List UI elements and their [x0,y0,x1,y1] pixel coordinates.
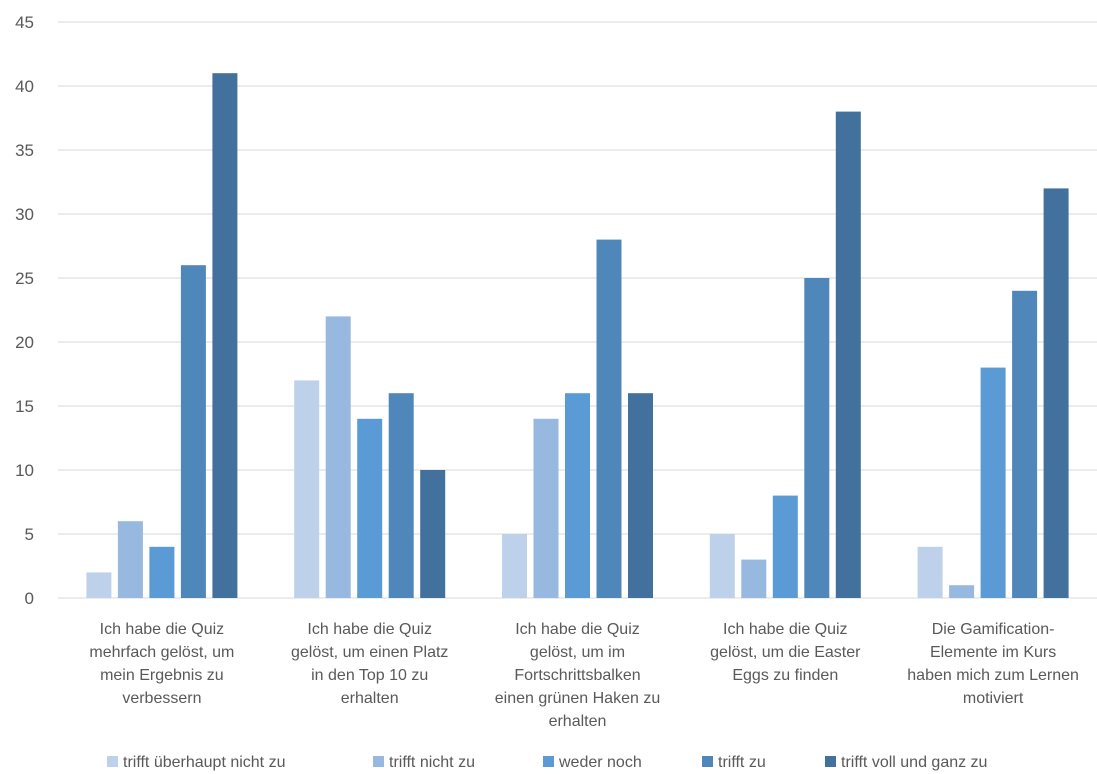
legend-label: trifft voll und ganz zu [841,754,987,771]
bar-series-1-category-2 [294,380,320,598]
legend-item: trifft voll und ganz zu [825,754,987,771]
bar-series-3-category-5 [980,367,1006,598]
legend-swatch [373,756,384,767]
legend-swatch [825,756,836,767]
y-tick-label: 20 [15,333,34,352]
bar-series-2-category-1 [117,521,143,598]
bar-series-2-category-2 [325,316,351,598]
bar-series-5-category-4 [835,111,861,598]
category-label: Ich habe die Quiz gelöst, um die Easter Eg… [710,621,861,684]
legend-item: trifft nicht zu [373,754,475,771]
legend-label: trifft überhaupt nicht zu [123,754,285,771]
category-label: Ich habe die Quiz mehrfach gelöst, um mein… [89,621,234,707]
y-tick-label: 40 [15,77,34,96]
bars [86,73,1069,598]
bar-series-1-category-4 [709,534,735,598]
legend-swatch [543,756,554,767]
legend: trifft überhaupt nicht zu trifft nicht zu… [107,754,987,771]
x-axis: Ich habe die Quiz mehrfach gelöst, um mein… [89,621,1079,730]
y-tick-label: 10 [15,461,34,480]
y-tick-label: 5 [25,525,34,544]
bar-series-3-category-1 [149,546,175,598]
bar-series-4-category-4 [804,278,830,598]
bar-series-3-category-4 [772,495,798,598]
bar-series-2-category-3 [533,418,559,598]
bar-series-4-category-3 [596,239,622,598]
bar-series-4-category-1 [180,265,206,598]
legend-label: weder noch [558,754,642,771]
y-tick-label: 0 [25,589,34,608]
y-tick-label: 15 [15,397,34,416]
y-tick-label: 45 [15,13,34,32]
legend-label: trifft nicht zu [389,754,475,771]
bar-series-5-category-3 [628,393,653,598]
bar-series-4-category-2 [388,393,414,598]
category-label: Ich habe die Quiz gelöst, um im Fortschrit… [495,621,660,730]
legend-swatch [702,756,713,767]
category-label: Die Gamification-Elemente im Kurs haben m… [907,621,1079,707]
bar-series-5-category-1 [212,73,238,598]
bar-series-5-category-2 [420,470,446,598]
bar-series-1-category-3 [502,534,527,598]
y-axis: 0 5 10 15 20 25 30 35 40 45 [15,13,34,608]
legend-item: weder noch [543,754,642,771]
legend-label: trifft zu [718,754,766,771]
bar-series-1-category-5 [917,546,943,598]
bar-series-4-category-5 [1012,290,1038,598]
category-label: Ich habe die Quiz gelöst, um einen Platz i… [291,621,448,707]
bar-series-3-category-3 [565,393,590,598]
bar-series-2-category-5 [949,585,975,598]
legend-item: trifft überhaupt nicht zu [107,754,285,771]
y-tick-label: 30 [15,205,34,224]
bar-series-5-category-5 [1043,188,1069,598]
bar-series-2-category-4 [741,559,767,598]
y-tick-label: 25 [15,269,34,288]
legend-item: trifft zu [702,754,766,771]
y-tick-label: 35 [15,141,34,160]
bar-series-1-category-1 [86,572,112,598]
bar-series-3-category-2 [357,418,383,598]
legend-swatch [107,756,118,767]
